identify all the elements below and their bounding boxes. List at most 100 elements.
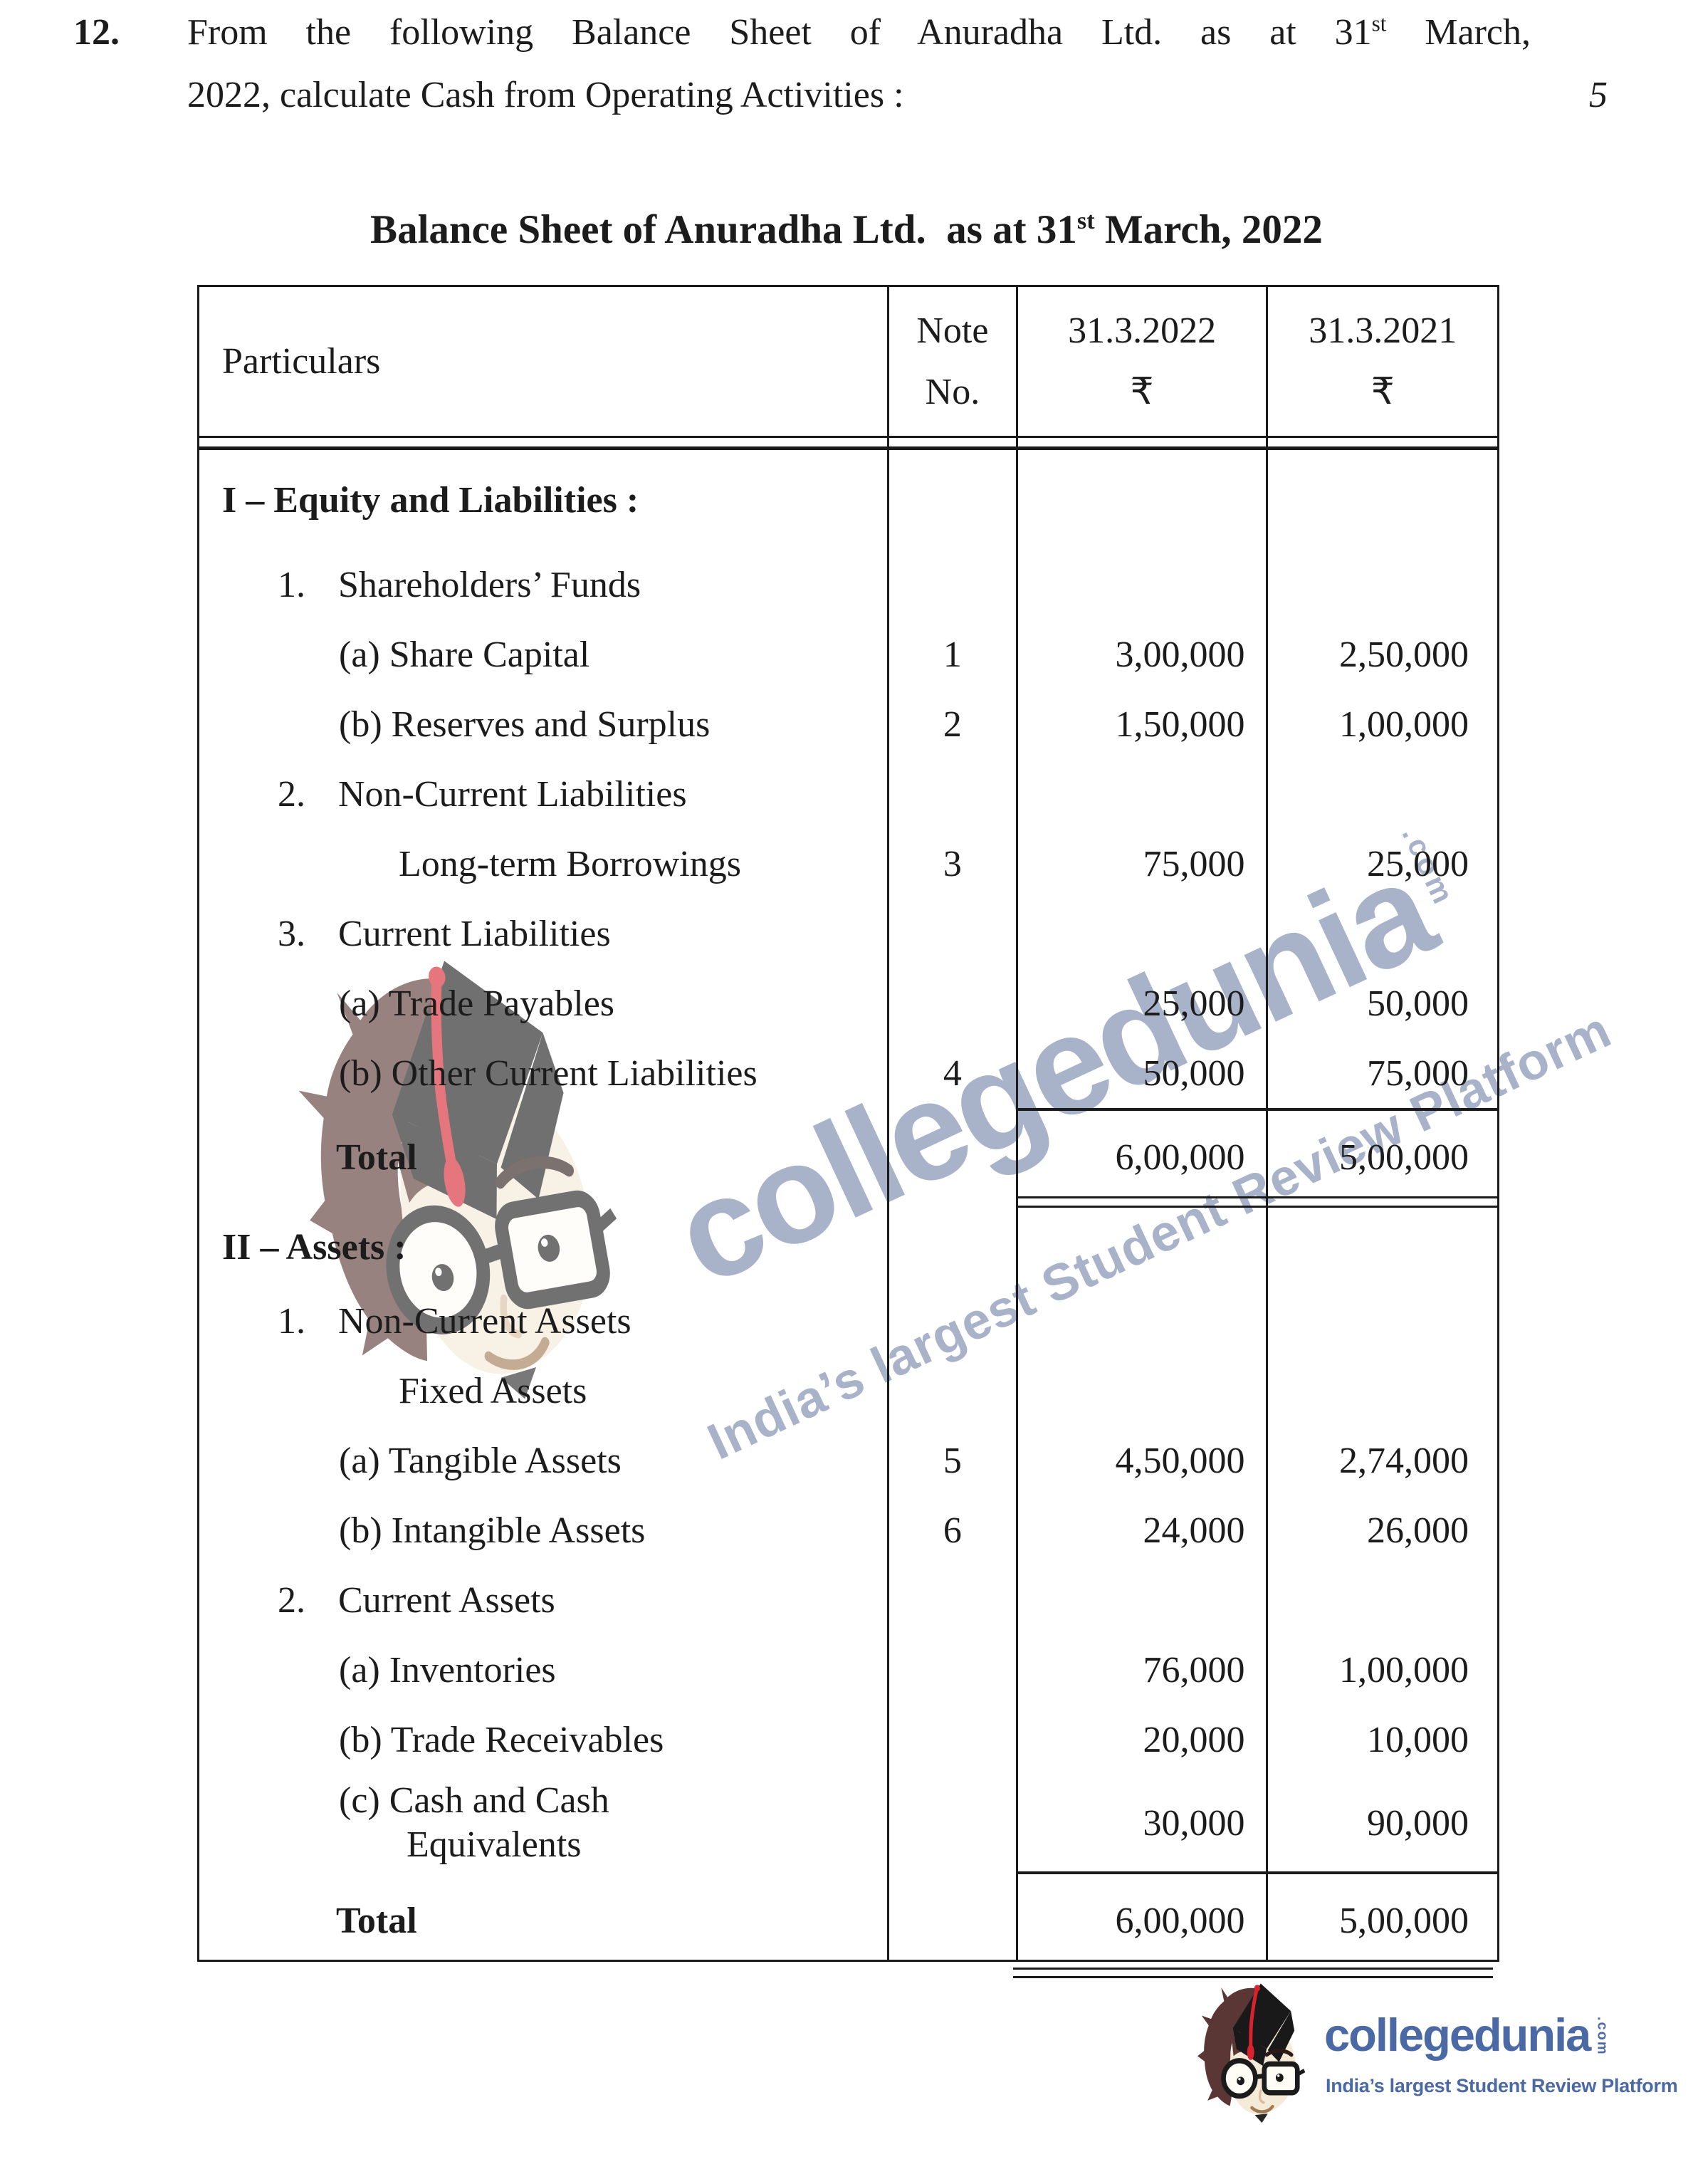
cell-amount-2021 <box>1266 759 1497 829</box>
table-row: (b) Trade Receivables 20,000 10,000 <box>199 1705 1497 1775</box>
question-line2-text: 2022, calculate Cash from Operating Acti… <box>187 75 904 115</box>
table-row: (c) Cash and Cash Equivalents 30,000 90,000 <box>199 1775 1497 1871</box>
cell-amount-2021: 5,00,000 <box>1266 1881 1497 1960</box>
cell-particulars: (c) Cash and Cash Equivalents <box>339 1780 609 1865</box>
cell-amount-2021 <box>1266 1286 1497 1356</box>
cell-amount-2022: 6,00,000 <box>1015 1881 1267 1960</box>
cell-amount-2022: 1,50,000 <box>1015 689 1267 759</box>
row-number: 1. <box>278 1300 305 1342</box>
cell-note-no <box>887 1775 1015 1871</box>
column-header-2021: 31.3.2021 ₹ <box>1266 287 1497 436</box>
cell-amount-2022: 20,000 <box>1015 1705 1267 1775</box>
cell-note-no <box>887 1118 1015 1196</box>
table-row: (b) Reserves and Surplus 2 1,50,000 1,00,00… <box>199 689 1497 759</box>
title-text: Balance Sheet of Anuradha Ltd. as at 31 <box>370 207 1077 252</box>
cell-amount-2021: 2,50,000 <box>1266 620 1497 689</box>
cell-amount-2022: 76,000 <box>1015 1635 1267 1705</box>
balance-sheet-table: Particulars Note No. 31.3.2022 ₹ 31.3.2021… <box>197 285 1499 1962</box>
cell-particulars: (a) Trade Payables <box>339 983 615 1024</box>
cell-amount-2022: 50,000 <box>1015 1038 1267 1108</box>
cell-amount-2022: 25,000 <box>1015 968 1267 1038</box>
cell-note-no <box>887 1705 1015 1775</box>
table-row: 1. Shareholders’ Funds <box>199 550 1497 620</box>
cell-note-no <box>887 1208 1015 1286</box>
table-row: 2. Non-Current Liabilities <box>199 759 1497 829</box>
cell-amount-2022 <box>1015 550 1267 620</box>
cell-amount-2021: 1,00,000 <box>1266 1635 1497 1705</box>
cell-particulars: I – Equity and Liabilities : <box>222 479 639 521</box>
table-body: I – Equity and Liabilities : 1. Shareholde… <box>199 450 1497 1960</box>
table-row: Total 6,00,000 5,00,000 <box>199 1118 1497 1196</box>
cell-note-no <box>887 899 1015 968</box>
cell-amount-2021: 25,000 <box>1266 829 1497 899</box>
cell-particulars: Long-term Borrowings <box>399 843 741 884</box>
cell-note-no: 1 <box>887 620 1015 689</box>
cell-amount-2022 <box>1015 1208 1267 1286</box>
row-number: 2. <box>278 1579 305 1621</box>
cell-particulars: Total <box>336 1137 417 1178</box>
row-number: 2. <box>278 773 305 815</box>
cell-amount-2022: 24,000 <box>1015 1495 1267 1565</box>
cell-particulars: (a) Share Capital <box>339 634 590 675</box>
cell-particulars: (b) Reserves and Surplus <box>339 704 711 745</box>
date-2021-label: 31.3.2021 <box>1309 310 1457 351</box>
cell-amount-2021 <box>1266 899 1497 968</box>
cell-particulars: 1. Non-Current Assets <box>278 1300 631 1342</box>
table-row: Long-term Borrowings 3 75,000 25,000 <box>199 829 1497 899</box>
cell-note-no <box>887 1635 1015 1705</box>
column-header-2022: 31.3.2022 ₹ <box>1015 287 1267 436</box>
table-row: (a) Inventories 76,000 1,00,000 <box>199 1635 1497 1705</box>
cell-amount-2022 <box>1015 1565 1267 1635</box>
cell-particulars: (a) Tangible Assets <box>339 1440 622 1481</box>
logo-brand: collegedunia .com <box>1324 2010 1610 2059</box>
question-line2: 2022, calculate Cash from Operating Acti… <box>187 74 1608 116</box>
amount-columns-rule-single <box>199 1108 1497 1118</box>
cell-particulars: (b) Trade Receivables <box>339 1719 664 1760</box>
cell-amount-2021: 2,74,000 <box>1266 1426 1497 1495</box>
title-superscript-st: st <box>1076 208 1095 234</box>
table-header-row: Particulars Note No. 31.3.2022 ₹ 31.3.2021… <box>199 287 1497 438</box>
cell-amount-2022 <box>1015 1286 1267 1356</box>
cell-note-no <box>887 968 1015 1038</box>
cell-particulars: (b) Other Current Liabilities <box>339 1052 758 1094</box>
row-number: 1. <box>278 564 305 605</box>
cell-amount-2021: 1,00,000 <box>1266 689 1497 759</box>
cell-note-no <box>887 1286 1015 1356</box>
question-line1-text: From the following Balance Sheet of Anur… <box>187 12 1372 53</box>
table-row: II – Assets : <box>199 1208 1497 1286</box>
cell-note-no <box>887 550 1015 620</box>
cell-note-no: 3 <box>887 829 1015 899</box>
table-row: 1. Non-Current Assets <box>199 1286 1497 1356</box>
cell-particulars: Total <box>336 1900 417 1941</box>
cell-amount-2022: 75,000 <box>1015 829 1267 899</box>
marks-value: 5 <box>1589 75 1608 115</box>
cell-note-no <box>887 1565 1015 1635</box>
cell-amount-2022: 3,00,000 <box>1015 620 1267 689</box>
cell-amount-2022 <box>1015 450 1267 550</box>
table-row: I – Equity and Liabilities : <box>199 450 1497 550</box>
table-row: (a) Trade Payables 25,000 50,000 <box>199 968 1497 1038</box>
cell-amount-2021: 5,00,000 <box>1266 1118 1497 1196</box>
logo-dotcom: .com <box>1594 2017 1610 2056</box>
cell-amount-2021: 26,000 <box>1266 1495 1497 1565</box>
rupee-icon: ₹ <box>1130 371 1154 412</box>
cell-particulars: II – Assets : <box>222 1226 407 1268</box>
row-number: 3. <box>278 913 305 954</box>
no-label: No. <box>925 371 980 412</box>
cell-amount-2021 <box>1266 1356 1497 1426</box>
table-row: (a) Share Capital 1 3,00,000 2,50,000 <box>199 620 1497 689</box>
cell-particulars: 2. Current Assets <box>278 1579 555 1621</box>
date-2022-label: 31.3.2022 <box>1068 310 1217 351</box>
column-header-note-no: Note No. <box>887 287 1015 436</box>
question-line1: From the following Balance Sheet of Anur… <box>187 11 1531 53</box>
cell-amount-2022: 30,000 <box>1015 1775 1267 1871</box>
header-separator-double-rule <box>199 438 1497 450</box>
cell-amount-2021: 10,000 <box>1266 1705 1497 1775</box>
amount-columns-rule-double <box>199 1196 1497 1208</box>
table-row: (b) Other Current Liabilities 4 50,000 75,0… <box>199 1038 1497 1108</box>
cell-amount-2021: 50,000 <box>1266 968 1497 1038</box>
cell-note-no: 6 <box>887 1495 1015 1565</box>
cell-particulars: 1. Shareholders’ Funds <box>278 564 641 605</box>
cell-amount-2022: 6,00,000 <box>1015 1118 1267 1196</box>
